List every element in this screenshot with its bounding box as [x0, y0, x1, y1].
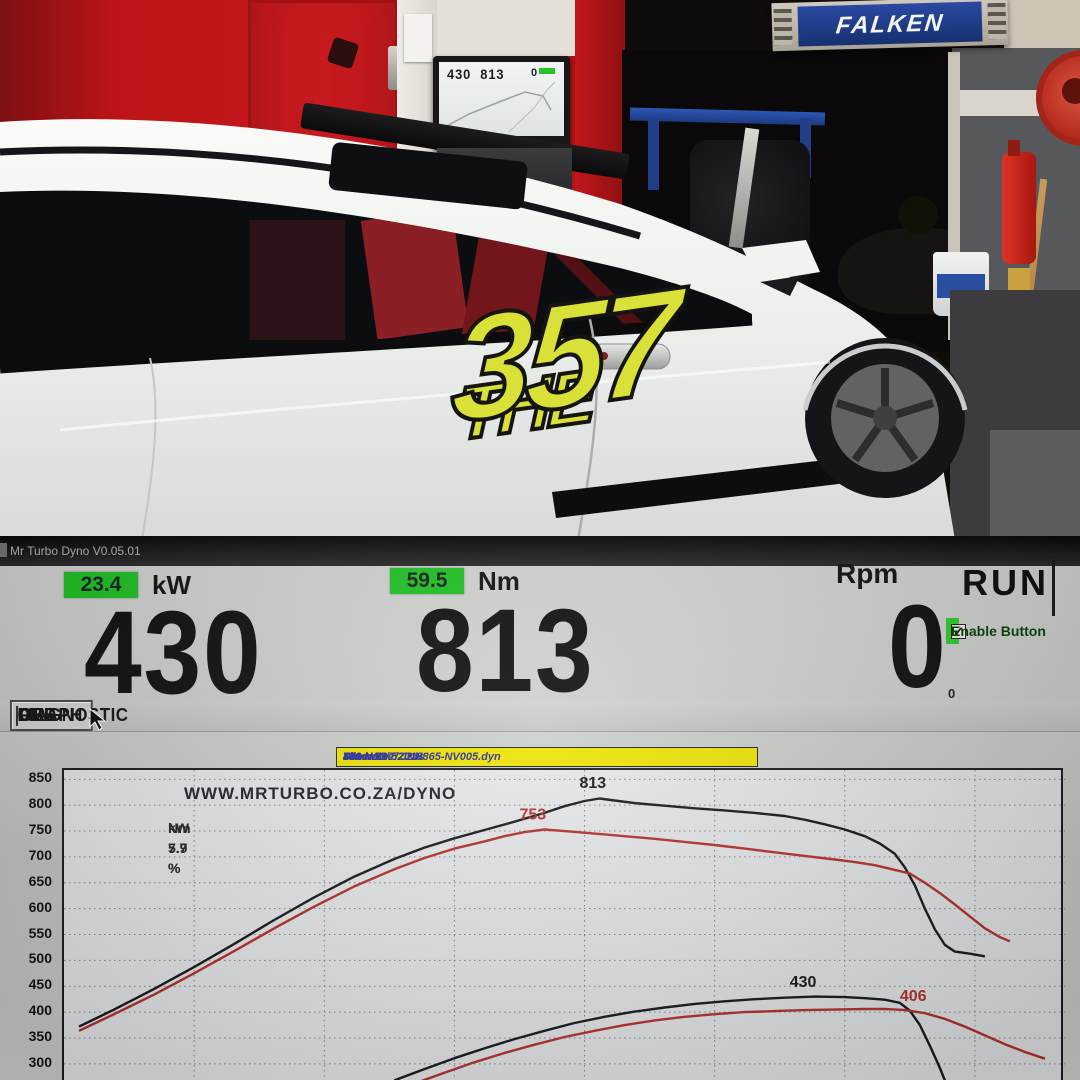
- y-tick-label: 450: [28, 976, 52, 993]
- enable-button[interactable]: ✓ Enable Button: [946, 618, 1046, 644]
- notice-paper: [404, 14, 432, 62]
- character-line: [59, 360, 831, 432]
- front-wheel: [802, 338, 968, 498]
- mini-rpm: 0: [531, 67, 538, 79]
- white-car: [0, 119, 1080, 538]
- nm-unit-label: Nm: [478, 566, 520, 596]
- handle-keyhole: [600, 352, 608, 360]
- plot-area: 813 753 430 406 WWW.MRTURBO.CO.ZA/DYNO Nm 7…: [62, 768, 1065, 1080]
- info-date: Date: 13/7/2018: [343, 751, 423, 763]
- rpm-zero-top: 0: [912, 552, 920, 567]
- y-tick-label: 600: [28, 898, 52, 915]
- info-nm: 813 Nm: [343, 751, 383, 763]
- y-tick-label: 850: [28, 769, 52, 786]
- nm-delta-label: Nm 7.9 %: [168, 820, 191, 876]
- fire-extinguisher-valve: [1008, 140, 1020, 156]
- kw-unit-label: kW: [152, 570, 191, 600]
- tab-separator: [16, 705, 18, 726]
- wall-panel: [437, 0, 577, 56]
- falken-logo-text: FALKEN: [834, 9, 946, 40]
- roof-trim: [0, 146, 642, 240]
- run-label: RUN: [962, 562, 1049, 603]
- mini-kw-nm: 430 813: [447, 66, 505, 82]
- beltline-trim: [0, 314, 753, 374]
- garage-photo: FALKEN 430 813 0: [0, 0, 1080, 538]
- y-tick-label: 500: [28, 950, 52, 967]
- app-icon: [0, 543, 7, 557]
- y-tick-label: 800: [28, 795, 52, 812]
- panel-seam: [141, 357, 157, 538]
- peak-label-406: 406: [900, 988, 927, 1005]
- red-cage: [461, 235, 549, 347]
- cage-bar: [555, 245, 645, 335]
- kw-delta-box: 23.4: [64, 572, 138, 598]
- mirror-base: [760, 276, 800, 296]
- rpm-value: 0: [888, 581, 948, 713]
- dyno-chart: 850 800 750 700 650 600 550 500 450 400 350 300 813…: [0, 764, 1080, 1080]
- floor-lit: [990, 430, 1080, 538]
- y-tick-label: 750: [28, 821, 52, 838]
- rpm-unit-label: Rpm: [836, 558, 899, 589]
- run-info-bar: 430 kW 813 Nm Date: 13/7/2018 Time: 13:5…: [336, 747, 758, 767]
- y-tick-label: 300: [28, 1053, 52, 1070]
- nm-delta-box: 59.5: [390, 568, 464, 594]
- y-tick-label: 550: [28, 924, 52, 941]
- y-tick-label: 350: [28, 1028, 52, 1045]
- crane-post: [648, 120, 659, 190]
- side-mirror: [742, 240, 820, 282]
- dyno-software-screen: Mr Turbo Dyno V0.05.01 23.4 kW 430 59.5 …: [0, 536, 1080, 1080]
- nm-value: 813: [416, 585, 595, 717]
- tab-bar: SETUPGRAPHFILEDIAGNOSTICOBD: [0, 700, 1080, 732]
- monitor-screen: 430 813 0: [439, 62, 564, 136]
- red-interior: [360, 208, 469, 340]
- info-time: Time: 13:52.24s: [343, 751, 425, 763]
- mechanic-head: [898, 196, 938, 234]
- mini-enable-green: [539, 68, 555, 74]
- rpm-zero-bottom: 0: [948, 686, 956, 701]
- fire-extinguisher: [1002, 152, 1036, 264]
- peak-label-813: 813: [580, 775, 607, 792]
- info-file: File name: JNN865-NV005.dyn: [343, 751, 501, 763]
- y-tick-label: 700: [28, 846, 52, 863]
- tab-file[interactable]: FILE: [17, 705, 57, 725]
- window-title: Mr Turbo Dyno V0.05.01: [10, 544, 141, 558]
- mouse-cursor: [89, 708, 107, 731]
- tab-graph[interactable]: GRAPH: [10, 700, 93, 731]
- y-axis: 850 800 750 700 650 600 550 500 450 400 350 300: [0, 764, 60, 1080]
- window-edge-line: [1052, 560, 1055, 616]
- falken-sign: FALKEN: [771, 0, 1009, 52]
- y-tick-label: 400: [28, 1002, 52, 1019]
- kw-delta-label: kW 5.7 %: [168, 820, 189, 876]
- peak-label-753: 753: [519, 807, 546, 824]
- readout-panel: 23.4 kW 430 59.5 Nm 813 Rpm 0 0 0 RUN ✓ …: [0, 552, 1080, 712]
- chart-watermark: WWW.MRTURBO.CO.ZA/DYNO: [184, 784, 457, 803]
- sign-tread-left: [773, 8, 793, 46]
- fire-hose-hub: [1062, 78, 1080, 104]
- info-kw: 430 kW: [343, 751, 381, 763]
- door-handle-chrome: [589, 343, 671, 370]
- window-titlebar: Mr Turbo Dyno V0.05.01: [0, 536, 1080, 566]
- cream-wall: [1004, 0, 1080, 52]
- decal-357: 357: [447, 255, 678, 457]
- enable-button-label: Enable Button: [951, 623, 1046, 639]
- enable-checkbox[interactable]: ✓: [951, 623, 966, 639]
- kw-value: 430: [84, 587, 263, 719]
- falken-panel: FALKEN: [797, 1, 983, 47]
- tab-obd[interactable]: OBD: [17, 705, 57, 725]
- seat-shape: [250, 220, 345, 340]
- sunroof: [328, 142, 528, 210]
- sign-tread-right: [987, 2, 1007, 40]
- mini-graph: [442, 81, 556, 133]
- y-tick-label: 650: [28, 872, 52, 889]
- peak-label-430: 430: [790, 974, 817, 991]
